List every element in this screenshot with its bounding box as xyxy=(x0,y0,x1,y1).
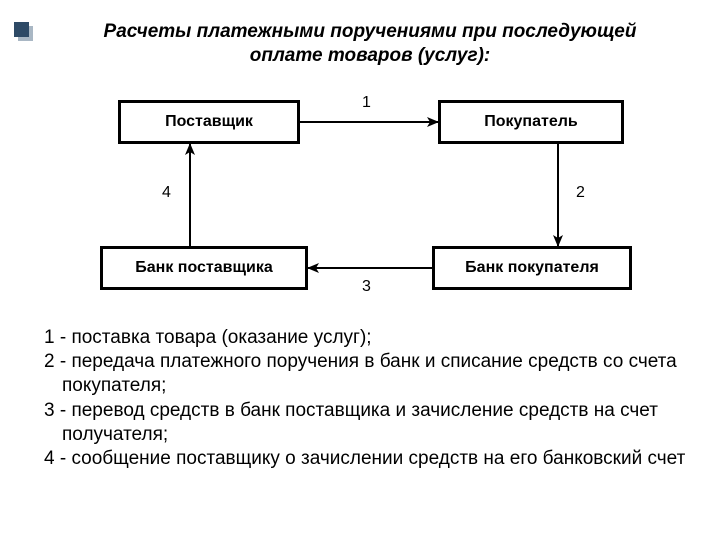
legend-item-3: 3 - перевод средств в банк поставщика и … xyxy=(62,399,696,447)
node-supplier: Поставщик xyxy=(118,100,300,144)
edge-label-e1: 1 xyxy=(362,94,371,112)
edge-label-e3: 3 xyxy=(362,278,371,296)
edge-label-e4: 4 xyxy=(162,184,171,202)
title-line-1: Расчеты платежными поручениями при после… xyxy=(104,21,637,42)
page: Расчеты платежными поручениями при после… xyxy=(0,0,720,540)
page-title: Расчеты платежными поручениями при после… xyxy=(44,20,696,68)
legend-item-2: 2 - передача платежного поручения в банк… xyxy=(62,350,696,398)
title-line-2: оплате товаров (услуг): xyxy=(250,45,491,66)
title-bullet-icon xyxy=(14,22,29,37)
node-bank_sup: Банк поставщика xyxy=(100,246,308,290)
legend-item-4: 4 - сообщение поставщику о зачислении ср… xyxy=(62,447,696,471)
node-buyer: Покупатель xyxy=(438,100,624,144)
flow-diagram: Поставщик Покупатель Банк поставщика Банк п… xyxy=(90,82,650,312)
node-bank_buy: Банк покупателя xyxy=(432,246,632,290)
edge-label-e2: 2 xyxy=(576,184,585,202)
legend: 1 - поставка товара (оказание услуг);2 -… xyxy=(44,326,696,472)
legend-item-1: 1 - поставка товара (оказание услуг); xyxy=(62,326,696,350)
